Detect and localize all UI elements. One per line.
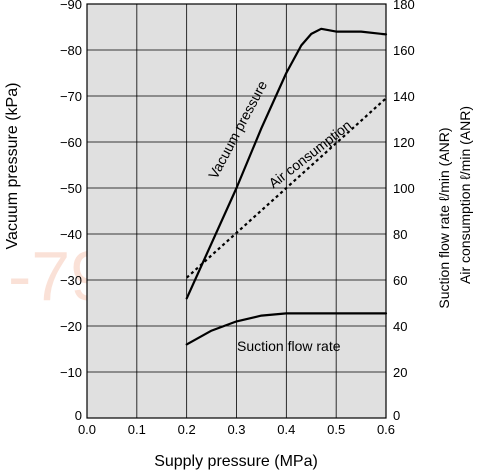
y-right-tick-label: 140 xyxy=(393,89,415,104)
x-tick-label: 0.1 xyxy=(128,422,146,437)
y-left-axis-title: Vacuum pressure (kPa) xyxy=(4,83,21,250)
x-tick-label: 0.2 xyxy=(178,422,196,437)
y-right-tick-label: 100 xyxy=(393,181,415,196)
plot-frame xyxy=(86,3,387,419)
y-right-tick-label: 80 xyxy=(393,227,407,242)
y-left-tick-label: −20 xyxy=(60,319,82,334)
x-tick-label: 0.4 xyxy=(277,422,295,437)
y-left-tick-label: −30 xyxy=(60,273,82,288)
y-left-tick-label: −80 xyxy=(60,43,82,58)
y-left-tick-label: −70 xyxy=(60,89,82,104)
series-line-vacuum-pressure xyxy=(185,27,388,300)
y-right-tick-label: 20 xyxy=(393,365,407,380)
y-right-tick-label: 40 xyxy=(393,319,407,334)
y-right-axis-title-1: Suction flow rate ℓ/min (ANR) xyxy=(436,127,452,308)
series-line-air-consumption xyxy=(185,97,387,279)
y-right-tick-label: 180 xyxy=(393,0,415,12)
x-axis-title: Supply pressure (MPa) xyxy=(154,453,318,470)
x-tick-label: 0.5 xyxy=(327,422,345,437)
y-left-tick-label: −60 xyxy=(60,135,82,150)
y-left-tick-label: 0 xyxy=(75,408,82,423)
y-right-tick-label: 0 xyxy=(393,408,400,423)
y-left-tick-label: −10 xyxy=(60,365,82,380)
x-tick-label: 0.0 xyxy=(78,422,96,437)
y-left-tick-label: −90 xyxy=(60,0,82,12)
y-left-tick-label: −40 xyxy=(60,227,82,242)
y-right-tick-label: 160 xyxy=(393,43,415,58)
x-tick-label: 0.6 xyxy=(377,422,395,437)
series-label-suction-flow-rate: Suction flow rate xyxy=(237,338,341,354)
y-right-tick-label: 60 xyxy=(393,273,407,288)
y-left-tick-label: −50 xyxy=(60,181,82,196)
x-tick-label: 0.3 xyxy=(227,422,245,437)
y-right-axis-title-2: Air consumption ℓ/min (ANR) xyxy=(457,106,473,284)
series-line-suction-flow-rate xyxy=(185,312,388,346)
y-right-tick-label: 120 xyxy=(393,135,415,150)
